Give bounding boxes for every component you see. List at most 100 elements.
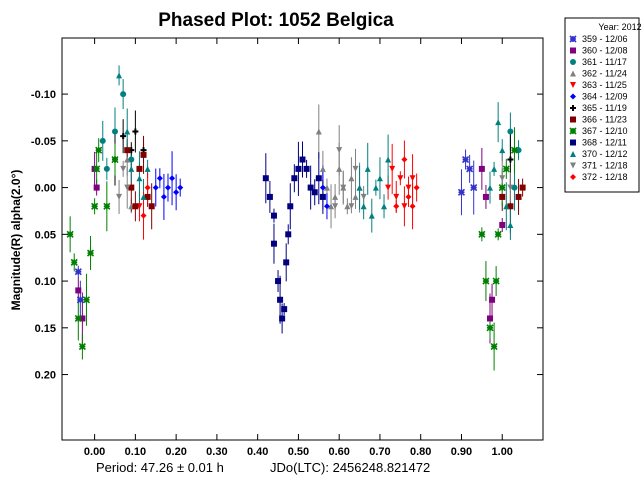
y-tick-label: 0.00	[35, 183, 56, 195]
legend-entry-label: 365 - 11/19	[582, 103, 627, 113]
y-tick-label: -0.05	[31, 136, 56, 148]
data-point	[397, 175, 404, 182]
legend-entry-label: 364 - 12/09	[582, 92, 628, 102]
y-axis: -0.10 -0.05 0.00 0.05 0.10 0.15 0.20	[31, 89, 543, 382]
data-point	[262, 175, 269, 182]
data-point	[405, 193, 412, 200]
data-point	[82, 296, 91, 304]
data-point	[287, 203, 294, 210]
y-tick-label: -0.10	[31, 89, 56, 101]
data-point	[283, 259, 290, 266]
data-point	[507, 156, 514, 163]
legend-marker	[570, 116, 576, 123]
data-point	[120, 91, 127, 98]
data-point	[140, 151, 147, 158]
data-point	[74, 268, 82, 276]
x-tick-label: 0.40	[247, 446, 268, 458]
data-point	[409, 175, 416, 182]
data-point	[311, 189, 318, 196]
data-point	[86, 249, 95, 257]
data-point	[495, 119, 502, 126]
data-point	[124, 128, 131, 135]
data-point	[499, 193, 506, 200]
data-point	[103, 165, 110, 172]
data-point	[270, 212, 277, 219]
legend-marker	[570, 162, 576, 169]
data-point	[344, 203, 351, 210]
data-point	[364, 165, 371, 172]
data-point	[156, 175, 163, 182]
data-point	[173, 189, 180, 196]
data-point	[120, 165, 127, 172]
data-point	[389, 165, 396, 172]
legend-box	[564, 17, 640, 193]
data-point	[487, 184, 494, 191]
data-point	[76, 296, 84, 304]
data-point	[95, 146, 103, 154]
data-point	[457, 188, 466, 196]
data-point	[79, 315, 86, 322]
legend-marker	[570, 139, 576, 146]
data-point	[499, 221, 506, 228]
data-point	[385, 156, 392, 163]
y-axis-label: Magnitude(R) alpha(2.0°)	[9, 170, 23, 311]
y-tick-label: 0.15	[35, 323, 56, 335]
data-point	[461, 155, 470, 164]
data-point	[91, 202, 99, 210]
data-point	[279, 315, 286, 322]
data-point	[348, 203, 355, 210]
data-point	[319, 165, 326, 172]
data-point	[507, 221, 514, 228]
data-point	[499, 147, 506, 154]
legend-entry-label: 359 - 12/06	[582, 34, 628, 44]
data-point	[93, 165, 101, 173]
data-point	[502, 165, 510, 173]
data-point	[136, 165, 143, 172]
y-tick-label: 0.20	[35, 370, 56, 382]
legend-marker	[570, 105, 576, 111]
data-point	[128, 156, 135, 163]
x-tick-label: 0.10	[125, 446, 146, 458]
data-point	[303, 165, 310, 172]
data-point	[120, 133, 127, 140]
data-point	[385, 184, 392, 191]
x-tick-label: 0.20	[165, 446, 186, 458]
data-point	[132, 203, 139, 210]
data-point	[507, 184, 514, 191]
data-point	[275, 278, 282, 285]
data-point	[315, 175, 322, 182]
plot-frame	[61, 37, 544, 441]
data-point	[116, 193, 123, 200]
data-point	[132, 128, 139, 135]
data-point	[401, 203, 408, 210]
data-point	[295, 165, 302, 172]
data-point	[124, 156, 131, 163]
data-point	[169, 175, 176, 182]
legend-marker	[569, 127, 577, 135]
legend-marker	[570, 70, 576, 77]
data-point	[510, 146, 519, 154]
data-point	[148, 203, 155, 210]
legend-entry-label: 370 - 12/12	[582, 149, 628, 159]
legend-marker	[570, 151, 576, 157]
data-point	[393, 193, 400, 200]
data-point	[487, 315, 494, 322]
legend-marker	[570, 82, 576, 88]
legend-entry-label: 371 - 12/18	[582, 161, 628, 171]
epoch-label: JDo(LTC): 2456248.821472	[270, 460, 430, 475]
data-point	[356, 184, 363, 191]
data-point	[491, 165, 498, 172]
data-point	[277, 296, 284, 303]
data-point	[519, 184, 526, 191]
data-point	[470, 184, 478, 192]
data-point	[323, 203, 330, 210]
chart-title: Phased Plot: 1052 Belgica	[158, 10, 394, 31]
data-point	[74, 314, 82, 323]
data-point	[307, 184, 314, 191]
data-point	[413, 184, 420, 191]
data-point	[323, 184, 330, 191]
legend-marker	[570, 47, 576, 54]
data-point	[478, 230, 486, 238]
